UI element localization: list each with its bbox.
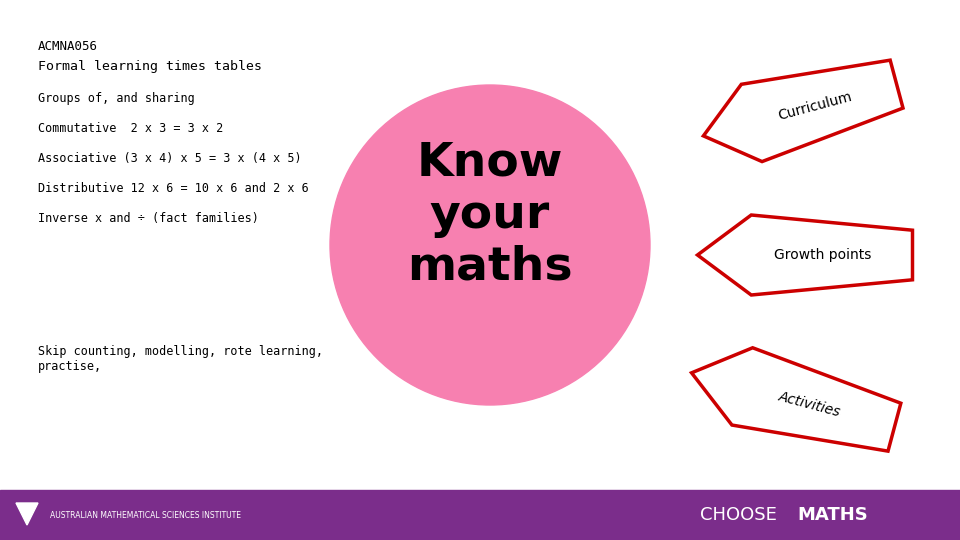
Text: ACMNA056: ACMNA056 <box>38 40 98 53</box>
Text: Commutative  2 x 3 = 3 x 2: Commutative 2 x 3 = 3 x 2 <box>38 122 224 135</box>
Text: Skip counting, modelling, rote learning,
practise,: Skip counting, modelling, rote learning,… <box>38 345 323 373</box>
Text: Formal learning times tables: Formal learning times tables <box>38 60 262 73</box>
Text: Associative (3 x 4) x 5 = 3 x (4 x 5): Associative (3 x 4) x 5 = 3 x (4 x 5) <box>38 152 301 165</box>
Text: AUSTRALIAN MATHEMATICAL SCIENCES INSTITUTE: AUSTRALIAN MATHEMATICAL SCIENCES INSTITU… <box>50 510 241 519</box>
Text: Know
your
maths: Know your maths <box>407 140 573 289</box>
Text: Groups of, and sharing: Groups of, and sharing <box>38 92 195 105</box>
Text: MATHS: MATHS <box>797 506 868 524</box>
Polygon shape <box>691 348 900 451</box>
Circle shape <box>330 85 650 405</box>
Text: Growth points: Growth points <box>774 248 871 262</box>
Polygon shape <box>704 60 903 161</box>
Polygon shape <box>698 215 913 295</box>
Text: Activities: Activities <box>777 389 842 420</box>
Bar <box>0 490 960 540</box>
Text: Inverse x and ÷ (fact families): Inverse x and ÷ (fact families) <box>38 212 259 225</box>
Text: Curriculum: Curriculum <box>777 89 854 123</box>
Text: Distributive 12 x 6 = 10 x 6 and 2 x 6: Distributive 12 x 6 = 10 x 6 and 2 x 6 <box>38 182 309 195</box>
Polygon shape <box>16 503 38 525</box>
Text: CHOOSE: CHOOSE <box>700 506 777 524</box>
